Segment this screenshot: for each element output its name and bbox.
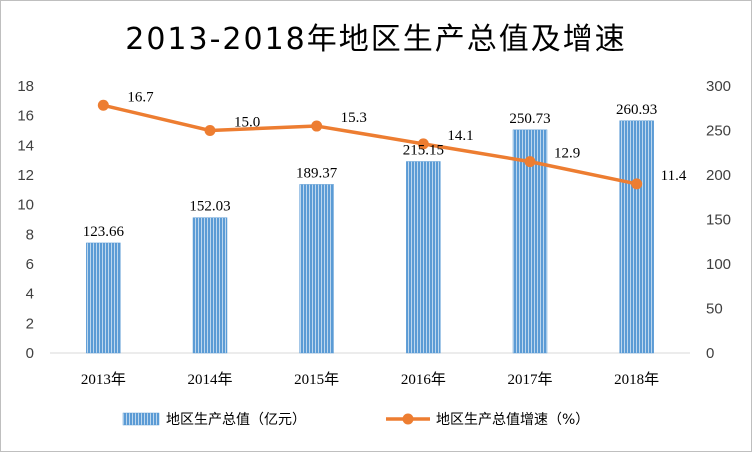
bar [406, 161, 441, 354]
line-data-label: 15.0 [234, 115, 260, 131]
y-left-tick-label: 14 [17, 137, 34, 154]
legend-line-marker [402, 413, 414, 425]
y-left-tick-label: 12 [17, 167, 34, 184]
bar-data-label: 189.37 [296, 165, 338, 181]
line-point [524, 156, 536, 168]
y-right-tick-label: 150 [706, 212, 731, 229]
line-data-label: 15.3 [341, 110, 367, 126]
chart-title: 2013-2018年地区生产总值及增速 [125, 22, 627, 57]
line-series [102, 103, 638, 186]
y-right-tick-label: 100 [706, 256, 731, 273]
x-tick-label: 2017年 [507, 371, 552, 388]
line-data-label: 16.7 [127, 89, 154, 105]
x-tick-label: 2015年 [294, 371, 339, 388]
line-point [631, 178, 643, 190]
y-left-tick-label: 6 [26, 256, 34, 273]
bar [619, 120, 654, 354]
bar [299, 184, 334, 354]
bar-data-label: 152.03 [189, 199, 230, 215]
line-point [204, 125, 216, 136]
y-right-tick-label: 0 [706, 345, 714, 362]
legend-bar-swatch [122, 412, 160, 426]
bar-data-label: 215.15 [403, 143, 444, 159]
line-point [97, 99, 109, 111]
x-tick-label: 2016年 [401, 371, 446, 388]
line-point [417, 138, 429, 150]
y-left-tick-label: 0 [26, 345, 34, 362]
y-left-tick-label: 16 [17, 108, 34, 125]
y-left-tick-label: 8 [26, 226, 34, 243]
x-tick-label: 2018年 [614, 371, 659, 388]
line-data-label: 11.4 [661, 168, 687, 184]
bar-data-label: 260.93 [616, 102, 657, 118]
y-left-tick-label: 18 [17, 78, 34, 95]
y-left-tick-label: 10 [17, 197, 34, 214]
y-left-tick-label: 4 [26, 286, 34, 303]
legend-line-label: 地区生产总值增速（%） [436, 412, 589, 428]
legend-bar-label: 地区生产总值（亿元） [166, 412, 306, 428]
y-right-tick-label: 250 [706, 123, 731, 140]
y-left-tick-label: 2 [26, 315, 34, 332]
line-point [311, 120, 323, 132]
y-right-tick-label: 300 [706, 78, 731, 95]
line-data-label: 14.1 [447, 128, 473, 144]
y-right-tick-label: 200 [706, 167, 731, 184]
bar-data-label: 250.73 [509, 111, 550, 127]
bar-data-label: 123.66 [83, 224, 125, 240]
line-data-label: 12.9 [554, 146, 580, 162]
y-right-tick-label: 50 [706, 301, 723, 318]
bar [86, 242, 121, 354]
x-tick-label: 2013年 [81, 371, 126, 388]
bar [192, 217, 228, 354]
x-tick-label: 2014年 [187, 371, 232, 388]
